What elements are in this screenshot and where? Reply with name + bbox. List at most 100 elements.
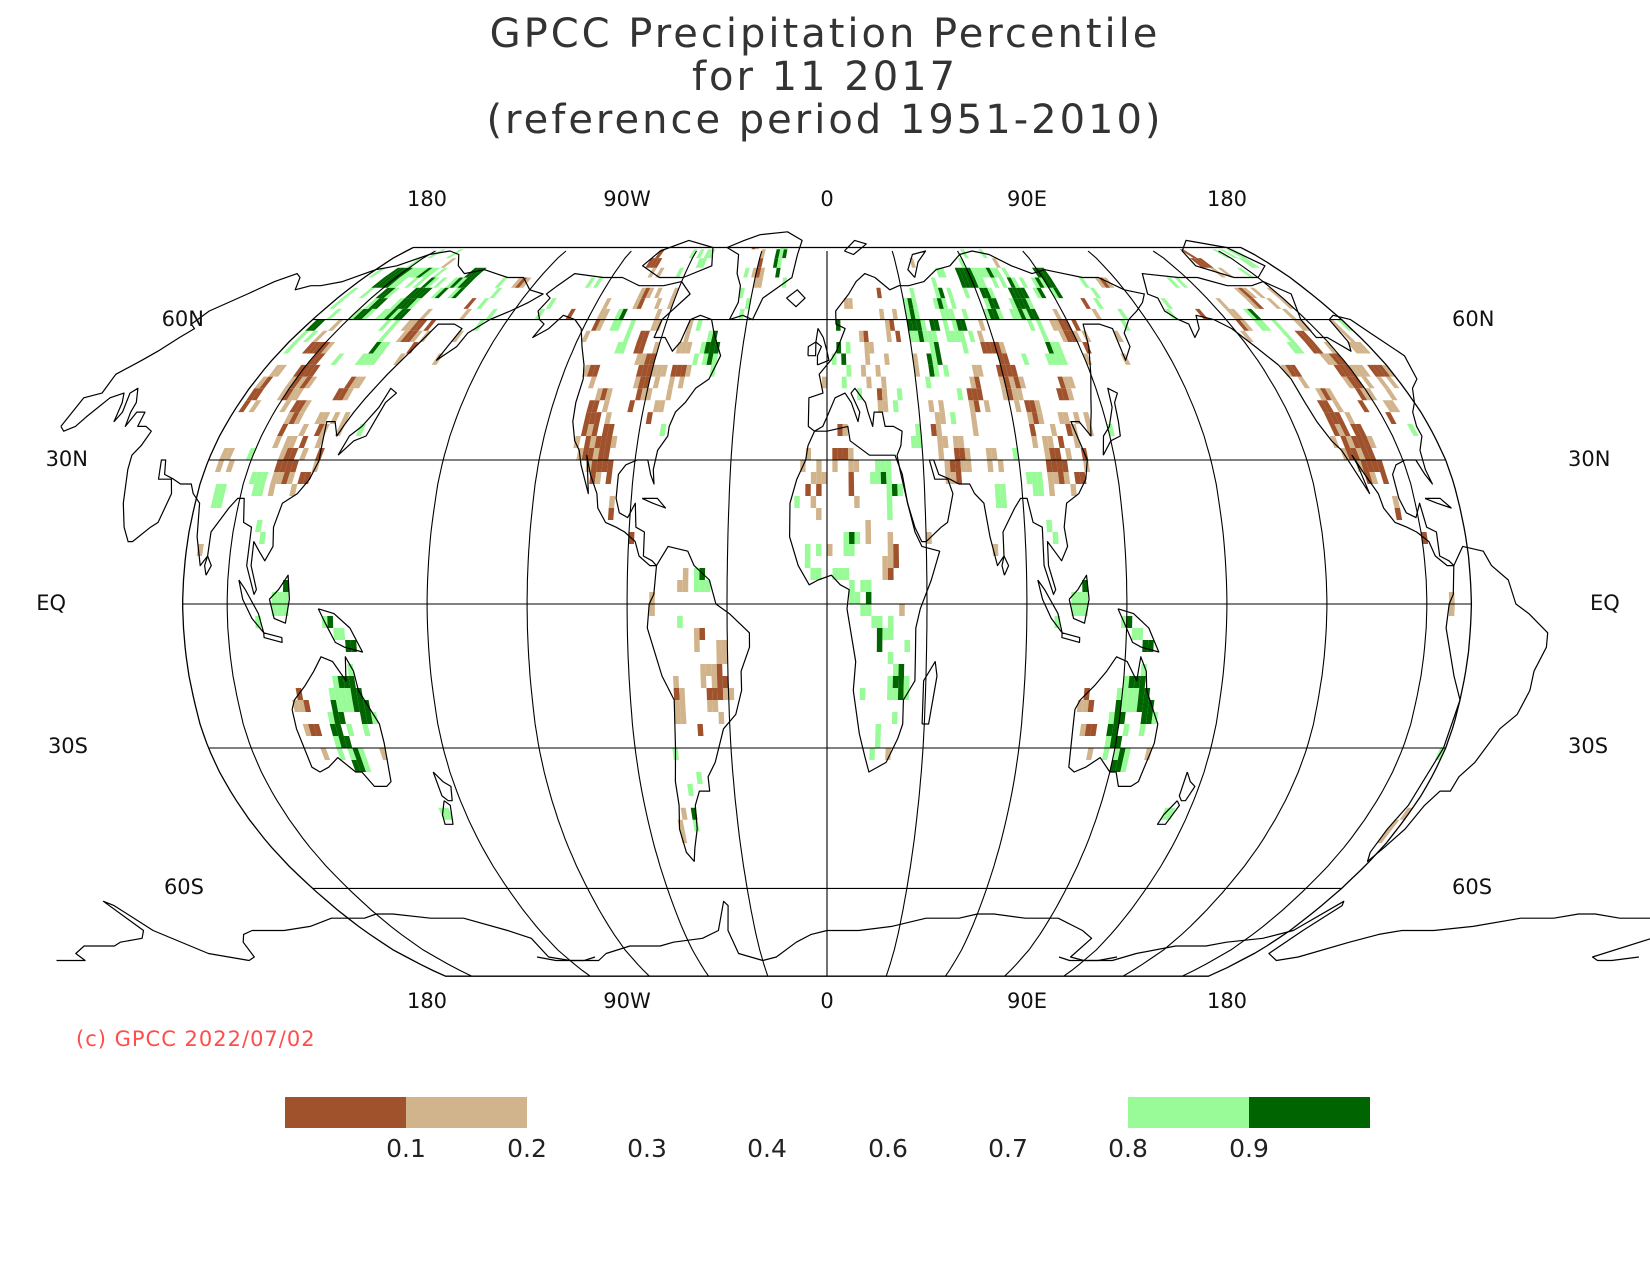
precip-cell <box>673 688 680 700</box>
precip-cell <box>648 353 657 365</box>
precip-cell <box>1008 308 1018 320</box>
precip-cell <box>880 376 887 389</box>
precip-cell <box>1008 298 1018 309</box>
precip-cell <box>586 364 596 377</box>
precip-cell <box>297 364 312 377</box>
precip-cell <box>1363 472 1373 484</box>
precip-cell <box>667 376 676 389</box>
precip-cell <box>1371 460 1381 472</box>
precip-cell <box>1034 277 1045 288</box>
precip-cell <box>403 267 422 278</box>
graticule-meridian <box>426 250 591 977</box>
precip-cell <box>650 319 659 331</box>
precip-cell <box>953 448 961 460</box>
precip-cell <box>1189 258 1206 268</box>
precip-cell <box>302 330 319 342</box>
colorbar-tick-0.1: 0.1 <box>386 1134 426 1163</box>
precip-cell <box>1197 258 1214 268</box>
coastline <box>204 555 212 576</box>
precip-cell <box>1328 412 1340 424</box>
lon-label-bottom-90e: 90E <box>1007 989 1047 1013</box>
precip-cell <box>359 353 373 365</box>
colorbar-segment-0.8-0.9 <box>1128 1097 1249 1128</box>
precip-cell <box>443 807 454 820</box>
precip-cell <box>1094 277 1107 288</box>
precip-cell <box>1145 712 1153 724</box>
precip-cell <box>971 388 979 401</box>
lat-label-right-60s: 60S <box>1452 875 1492 899</box>
precip-cell <box>711 353 719 365</box>
precip-cell <box>627 319 637 331</box>
precip-cell <box>1003 376 1012 389</box>
precip-cell <box>1057 319 1068 331</box>
precip-cell <box>1120 760 1129 772</box>
precip-cell <box>932 298 940 309</box>
precip-cell <box>945 330 953 342</box>
precip-cell <box>751 267 758 278</box>
precip-cell <box>898 664 905 676</box>
precip-cell <box>967 330 976 342</box>
coastline <box>291 656 392 787</box>
precip-cell <box>445 249 464 259</box>
precip-cell <box>1054 353 1064 365</box>
precip-cell <box>342 388 354 401</box>
precip-cell <box>1117 748 1126 760</box>
lon-label-top-90w: 90W <box>603 187 651 211</box>
precip-cell <box>722 676 729 688</box>
precip-cell <box>680 807 688 820</box>
precip-cell <box>1376 460 1386 472</box>
precip-cell <box>215 496 225 508</box>
precip-cell <box>333 628 340 640</box>
precip-cell <box>1052 287 1064 299</box>
precip-cell <box>955 472 963 484</box>
precip-cell <box>957 436 965 448</box>
precip-cell <box>1366 448 1377 460</box>
precip-cell <box>891 308 898 320</box>
precip-cell <box>987 298 996 309</box>
precip-cell <box>865 580 872 592</box>
precip-cell <box>1246 308 1262 320</box>
precip-cell <box>276 388 290 401</box>
precip-cell <box>377 342 391 354</box>
precip-cell <box>1113 712 1121 724</box>
precip-cell <box>699 342 707 354</box>
precip-cell <box>1063 472 1071 484</box>
precip-cell <box>854 532 861 544</box>
precip-cell <box>395 330 410 342</box>
precip-cell <box>904 640 911 652</box>
precip-cell <box>313 724 323 736</box>
precip-cell <box>875 736 881 748</box>
precip-cell <box>645 287 655 299</box>
precip-cell <box>313 424 325 436</box>
precip-cell <box>930 424 937 436</box>
precip-cell <box>299 400 312 413</box>
precip-cell <box>282 592 289 604</box>
precip-cell <box>1165 807 1176 820</box>
precip-cell <box>640 364 649 377</box>
precip-cell <box>994 484 1001 496</box>
precip-cell <box>1369 472 1379 484</box>
precip-cell <box>402 298 418 309</box>
precip-cell <box>1013 308 1023 320</box>
precip-cell <box>355 688 364 700</box>
precip-cell <box>1048 484 1056 496</box>
precip-cell <box>573 436 581 448</box>
precip-cell <box>937 287 946 299</box>
precip-cell <box>359 712 368 724</box>
precip-cell <box>591 364 601 377</box>
precip-cell <box>213 484 222 496</box>
precip-cell <box>1041 436 1049 448</box>
precip-cell <box>960 460 967 472</box>
precip-cell <box>645 412 653 424</box>
lat-label-left-60s: 60S <box>164 875 204 899</box>
precip-cell <box>362 724 371 736</box>
precip-cell <box>955 460 962 472</box>
precip-cell <box>1380 472 1390 484</box>
precip-cell <box>392 308 408 320</box>
precip-cell <box>420 277 436 288</box>
precip-cell <box>289 484 298 496</box>
precip-cell <box>848 484 855 496</box>
precip-cell <box>1000 496 1008 508</box>
precip-cell <box>1026 319 1036 331</box>
precip-cell <box>330 700 339 712</box>
